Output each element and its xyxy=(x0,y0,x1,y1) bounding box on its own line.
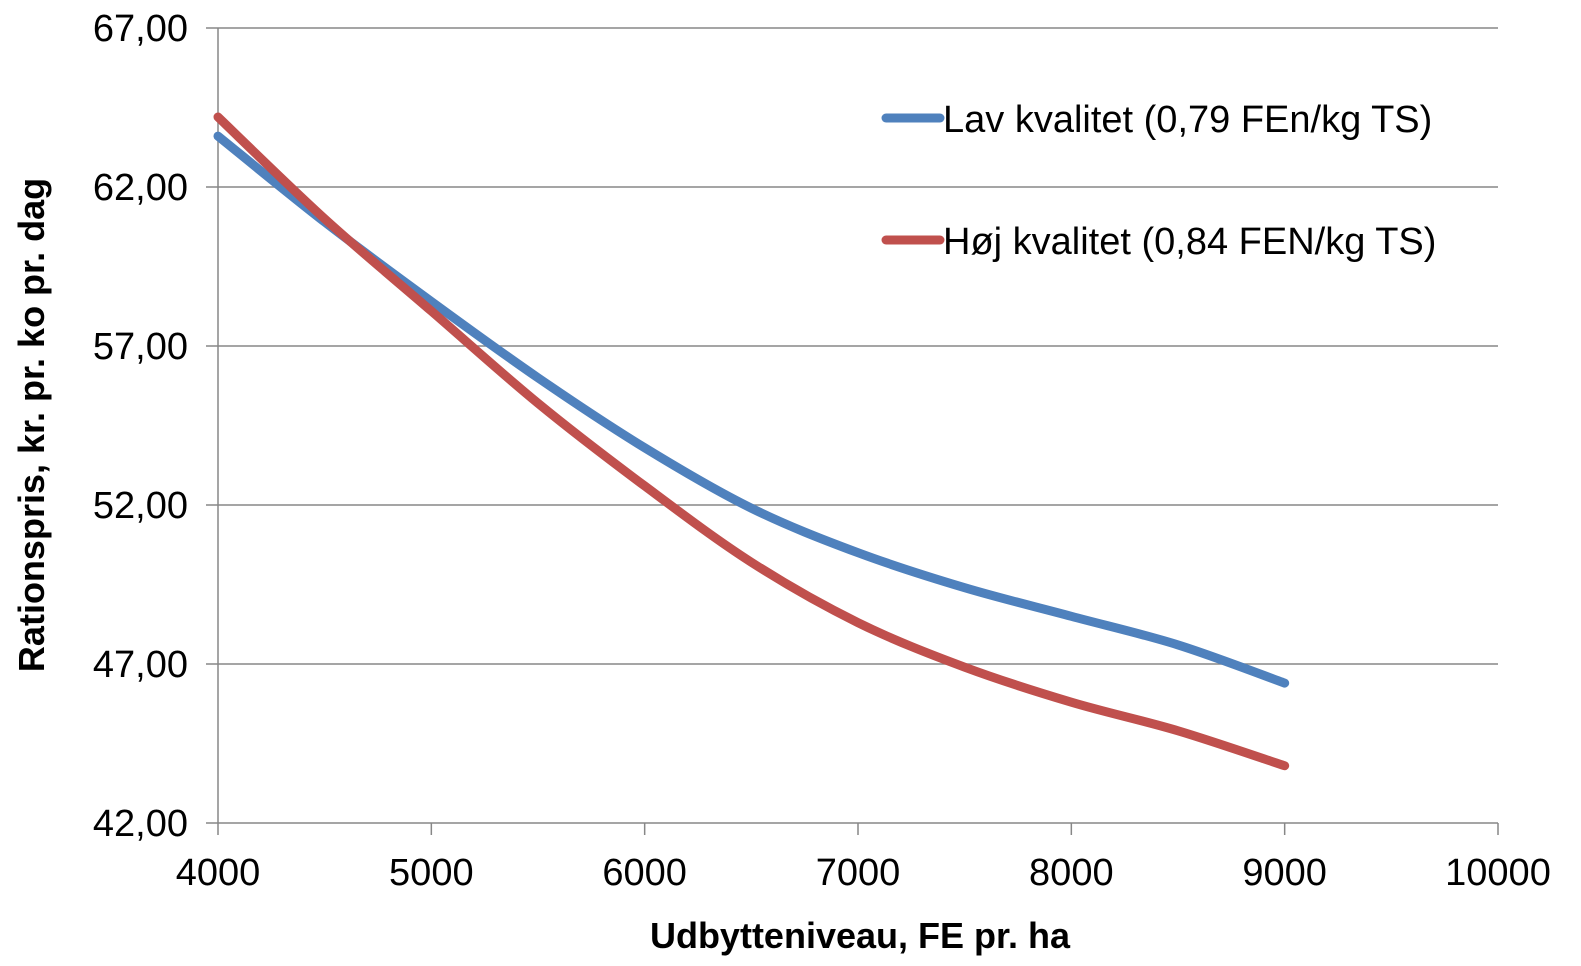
legend: Lav kvalitet (0,79 FEn/kg TS) Høj kvalite… xyxy=(881,99,1436,263)
x-tick-label-3: 7000 xyxy=(816,852,901,894)
series-line-1 xyxy=(213,112,1290,771)
x-axis-title: Udbytteniveau, FE pr. ha xyxy=(650,915,1071,956)
series-line-0 xyxy=(213,131,1290,688)
y-tick-label-1: 47,00 xyxy=(93,644,188,686)
series-lines xyxy=(213,112,1290,771)
y-tick-label-2: 52,00 xyxy=(93,485,188,527)
y-tick-label-5: 67,00 xyxy=(93,8,188,50)
x-tick-label-4: 8000 xyxy=(1029,852,1114,894)
x-tick-label-5: 9000 xyxy=(1242,852,1327,894)
y-tick-label-3: 57,00 xyxy=(93,326,188,368)
x-tick-label-0: 4000 xyxy=(176,852,261,894)
x-axis-ticks: 4000 5000 6000 7000 8000 9000 10000 xyxy=(176,823,1551,894)
gridlines xyxy=(218,27,1498,665)
x-tick-label-6: 10000 xyxy=(1445,852,1551,894)
axes xyxy=(217,28,1498,824)
y-tick-label-0: 42,00 xyxy=(93,803,188,845)
x-tick-label-2: 6000 xyxy=(602,852,687,894)
y-axis-title: Rationspris, kr. pr. ko pr. dag xyxy=(11,178,52,672)
x-tick-label-1: 5000 xyxy=(389,852,474,894)
legend-label-0: Lav kvalitet (0,79 FEn/kg TS) xyxy=(943,99,1432,141)
y-tick-label-4: 62,00 xyxy=(93,167,188,209)
y-axis-ticks: 42,00 47,00 52,00 57,00 62,00 67,00 xyxy=(93,8,218,845)
legend-label-1: Høj kvalitet (0,84 FEN/kg TS) xyxy=(943,221,1436,263)
